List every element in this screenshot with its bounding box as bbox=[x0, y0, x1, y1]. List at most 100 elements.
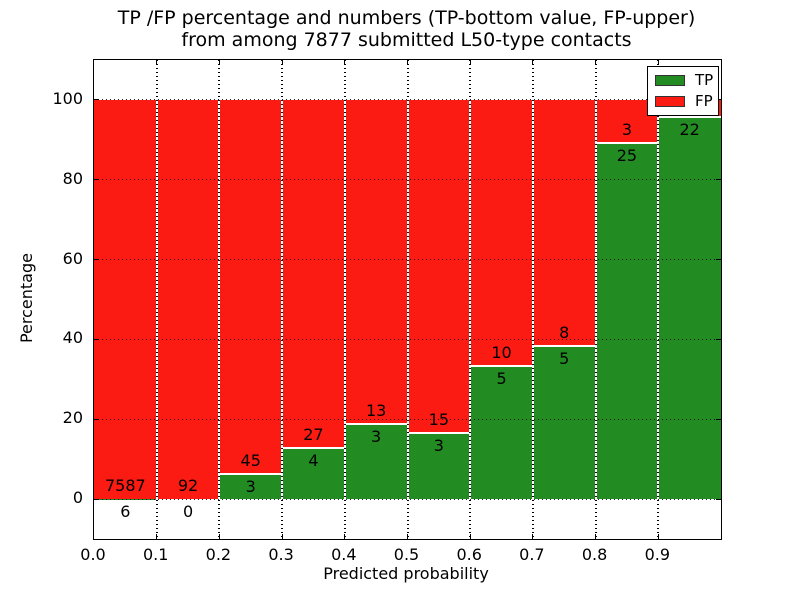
x-tick-mark bbox=[469, 534, 471, 539]
tp-count-label: 3 bbox=[433, 435, 444, 455]
y-tick-label: 40 bbox=[62, 328, 83, 348]
fp-bar-segment bbox=[532, 99, 596, 346]
fp-bar-segment bbox=[156, 99, 220, 500]
fp-count-label: 7587 bbox=[104, 475, 146, 495]
x-tick-label: 0.6 bbox=[456, 545, 482, 564]
y-tick-mark bbox=[716, 179, 721, 181]
x-tick-label: 0.5 bbox=[393, 545, 420, 564]
y-axis-label: Percentage bbox=[17, 253, 36, 344]
horizontal-gridline bbox=[94, 99, 721, 101]
tp-bar-segment bbox=[470, 366, 533, 500]
tp-bar-segment bbox=[344, 424, 408, 500]
legend-item-fp: FP bbox=[648, 91, 718, 112]
vertical-gridline bbox=[343, 60, 346, 539]
x-tick-mark bbox=[595, 60, 597, 65]
vertical-gridline bbox=[155, 60, 158, 539]
x-tick-mark bbox=[407, 534, 408, 539]
horizontal-gridline bbox=[94, 418, 721, 420]
horizontal-gridline bbox=[94, 259, 721, 261]
x-tick-label: 0.8 bbox=[581, 545, 608, 564]
fp-count-label: 15 bbox=[428, 409, 450, 429]
x-tick-label: 0.9 bbox=[644, 545, 671, 564]
fp-count-label: 8 bbox=[559, 322, 570, 342]
y-tick-mark bbox=[94, 418, 99, 420]
fp-swatch-icon bbox=[655, 96, 685, 107]
x-tick-mark bbox=[156, 534, 158, 539]
fp-count-label: 45 bbox=[240, 451, 261, 471]
x-tick-mark bbox=[407, 60, 408, 65]
y-tick-mark bbox=[94, 338, 99, 340]
chart-title-line2: from among 7877 submitted L50-type conta… bbox=[181, 29, 632, 51]
tp-swatch-icon bbox=[655, 75, 685, 86]
legend: TP FP bbox=[647, 66, 719, 116]
chart-title-line1: TP /FP percentage and numbers (TP-bottom… bbox=[117, 7, 696, 29]
tp-bar-segment bbox=[282, 447, 345, 500]
vertical-gridline bbox=[281, 60, 284, 539]
x-tick-mark bbox=[532, 60, 534, 65]
x-tick-mark bbox=[344, 60, 346, 65]
y-tick-label: 20 bbox=[62, 408, 83, 428]
tp-bar-segment bbox=[407, 432, 471, 500]
y-tick-label: 60 bbox=[62, 248, 83, 268]
fp-count-label: 13 bbox=[365, 401, 387, 421]
bar-boundary-edge bbox=[595, 141, 659, 144]
bar-boundary-edge bbox=[470, 365, 533, 368]
x-tick-label: 0.1 bbox=[142, 545, 169, 564]
horizontal-gridline bbox=[94, 338, 721, 340]
tp-count-label: 5 bbox=[496, 369, 507, 389]
fp-count-label: 92 bbox=[177, 476, 199, 496]
vertical-gridline bbox=[594, 60, 597, 539]
x-axis-label: Predicted probability bbox=[323, 564, 489, 583]
x-tick-label: 0.0 bbox=[80, 545, 106, 564]
x-tick-label: 0.3 bbox=[268, 545, 294, 564]
fp-bar-segment bbox=[407, 99, 471, 433]
chart-title: TP /FP percentage and numbers (TP-bottom… bbox=[93, 7, 720, 51]
legend-label-tp: TP bbox=[695, 71, 714, 89]
x-tick-mark bbox=[218, 534, 220, 539]
x-tick-mark bbox=[657, 534, 659, 539]
vertical-gridline bbox=[218, 60, 221, 539]
y-tick-mark bbox=[716, 259, 721, 261]
fp-bar-segment bbox=[282, 99, 345, 448]
bar-boundary-edge bbox=[658, 116, 721, 119]
plot-area: TP FP 7587 6 92 0 45 3 27 4 13 3 15 3 10 5 8 5 3 25 22 bbox=[93, 59, 722, 540]
x-tick-label: 0.4 bbox=[331, 545, 357, 564]
tp-count-label: 3 bbox=[371, 427, 382, 447]
x-tick-mark bbox=[281, 534, 283, 539]
legend-label-fp: FP bbox=[695, 92, 713, 110]
tp-bar-segment bbox=[595, 142, 659, 500]
horizontal-gridline bbox=[94, 179, 721, 181]
tp-bar-segment bbox=[658, 117, 721, 500]
bar-boundary-edge bbox=[532, 344, 596, 347]
fp-count-label: 3 bbox=[621, 119, 633, 139]
legend-item-tp: TP bbox=[648, 70, 718, 91]
fp-bar-segment bbox=[94, 99, 157, 499]
y-tick-mark bbox=[716, 418, 721, 420]
bar-boundary-edge bbox=[344, 423, 408, 426]
fp-bar-segment bbox=[219, 99, 283, 475]
y-tick-label: 80 bbox=[62, 168, 83, 188]
y-tick-mark bbox=[94, 498, 99, 500]
tp-count-label: 25 bbox=[616, 145, 638, 165]
y-tick-mark bbox=[94, 259, 99, 261]
horizontal-gridline bbox=[94, 498, 721, 500]
x-tick-mark bbox=[218, 60, 220, 65]
tp-count-label: 22 bbox=[679, 120, 700, 140]
vertical-gridline bbox=[657, 60, 660, 539]
vertical-gridline bbox=[469, 60, 472, 539]
tp-count-label: 6 bbox=[120, 501, 131, 521]
bar-boundary-edge bbox=[219, 473, 283, 476]
y-tick-mark bbox=[716, 498, 721, 500]
y-tick-mark bbox=[94, 179, 99, 181]
y-tick-label: 0 bbox=[72, 488, 83, 508]
x-tick-mark bbox=[281, 60, 283, 65]
x-tick-label: 0.7 bbox=[519, 545, 545, 564]
bar-boundary-edge bbox=[282, 446, 345, 449]
vertical-gridline bbox=[406, 60, 409, 539]
x-tick-mark bbox=[156, 60, 158, 65]
bar-boundary-edge bbox=[407, 431, 471, 434]
x-tick-label: 0.2 bbox=[205, 545, 232, 564]
vertical-gridline bbox=[531, 60, 534, 539]
tp-count-label: 5 bbox=[559, 348, 570, 368]
